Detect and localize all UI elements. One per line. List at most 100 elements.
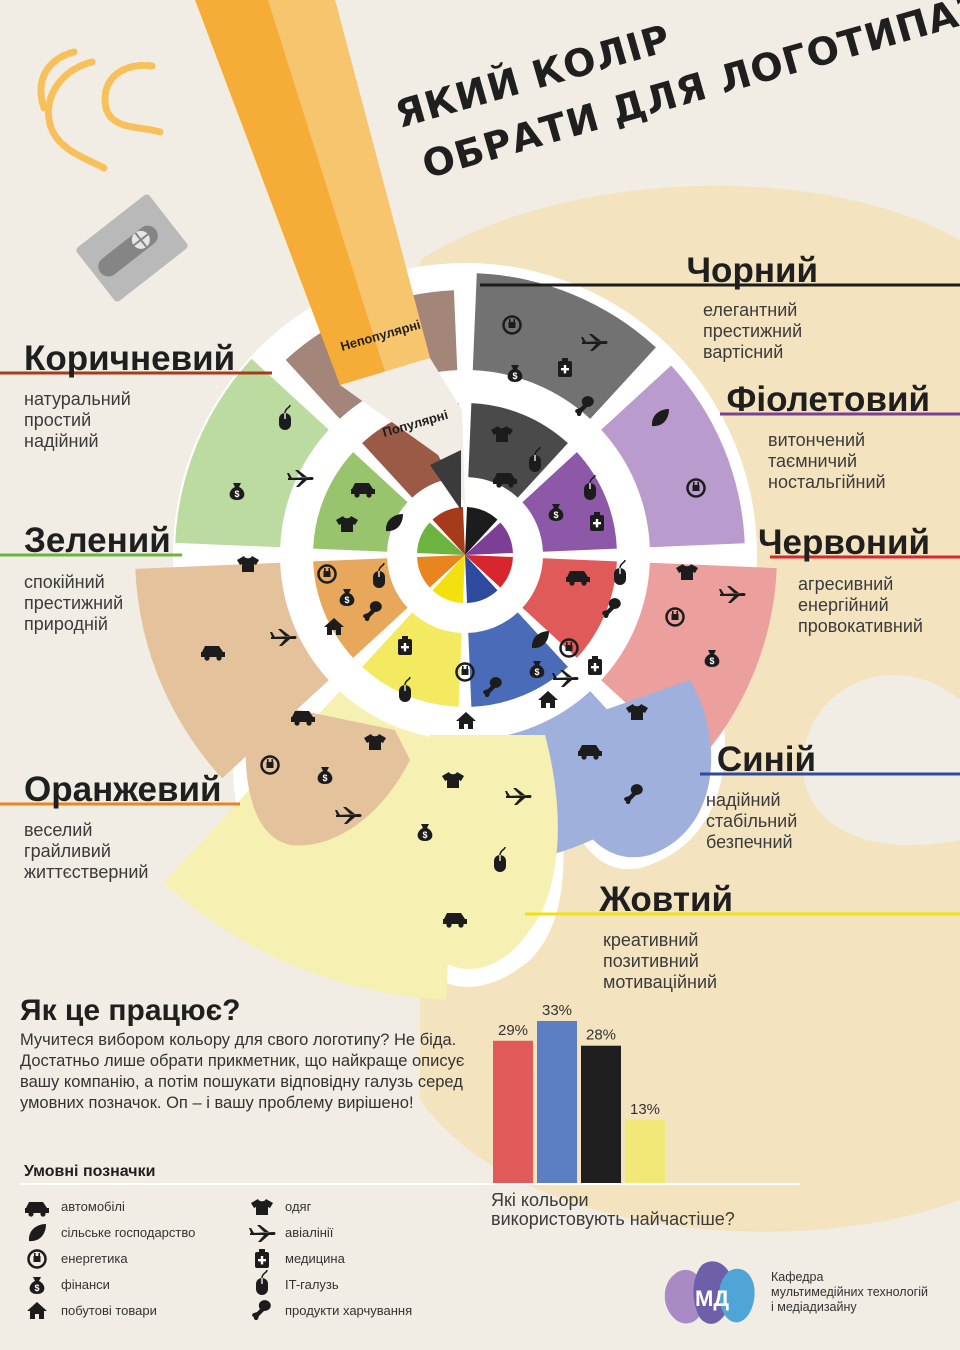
slice-blue-inner bbox=[465, 555, 498, 603]
car-icon bbox=[25, 1202, 49, 1217]
slice-red-middle bbox=[522, 558, 617, 658]
legend-item: одяг bbox=[251, 1199, 312, 1215]
legend-label: продукти харчування bbox=[285, 1303, 412, 1318]
slice-blue-drip bbox=[548, 680, 712, 858]
how-text-line: Мучитеся вибором кольору для свого логот… bbox=[20, 1031, 456, 1049]
wheel-slice-black bbox=[465, 273, 656, 555]
chart-value-label: 13% bbox=[630, 1101, 660, 1118]
color-name-brown: Коричневий bbox=[24, 339, 235, 378]
chart-bar-2 bbox=[581, 1045, 621, 1184]
color-name-blue: Синій bbox=[717, 740, 816, 779]
chart-value-label: 33% bbox=[542, 1002, 572, 1019]
legend-item: побутові товари bbox=[27, 1302, 157, 1319]
how-heading: Як це працює? bbox=[20, 994, 240, 1027]
how-it-works: Як це працює? Мучитеся вибором кольору дл… bbox=[20, 994, 464, 1112]
color-adjective-blue: стабільний bbox=[706, 811, 797, 831]
legend-heading: Умовні позначки bbox=[24, 1163, 155, 1180]
how-text-line: вашу компанію, а потім пошукати відповід… bbox=[20, 1073, 463, 1091]
leaf-icon bbox=[28, 1224, 46, 1242]
color-adjective-blue: надійний bbox=[706, 790, 781, 810]
chart-bar-1 bbox=[537, 1021, 577, 1184]
footer-text: Кафедра bbox=[771, 1270, 823, 1284]
slice-orange-inner bbox=[417, 555, 465, 588]
chart-bar-0 bbox=[493, 1040, 533, 1184]
color-name-yellow: Жовтий bbox=[598, 880, 733, 919]
how-text-line: Достатньо лише обрати прикметник, що най… bbox=[20, 1052, 464, 1070]
legend-item: продукти харчування bbox=[252, 1300, 412, 1321]
color-adjective-red: енергійний bbox=[798, 595, 889, 615]
color-label-red: Червоний агресивнийенергійнийпровокативни… bbox=[758, 523, 960, 636]
chart-caption: Які кольори bbox=[491, 1190, 589, 1210]
color-adjective-orange: веселий bbox=[24, 820, 92, 840]
legend-item: авіалінії bbox=[249, 1225, 334, 1242]
color-name-purple: Фіолетовий bbox=[727, 380, 931, 419]
slice-black-middle bbox=[468, 403, 568, 498]
palette-thumb-hole bbox=[802, 674, 960, 846]
color-adjective-green: спокійний bbox=[24, 572, 105, 592]
color-adjective-yellow: позитивний bbox=[603, 951, 699, 971]
slice-yellow-inner bbox=[432, 555, 465, 603]
legend-item: медицина bbox=[255, 1249, 346, 1268]
mouse-icon bbox=[255, 1269, 269, 1296]
color-adjective-purple: ностальгійний bbox=[768, 472, 886, 492]
color-adjective-brown: простий bbox=[24, 410, 91, 430]
moneybag-icon bbox=[29, 1277, 45, 1294]
color-adjective-brown: надійний bbox=[24, 431, 99, 451]
legend-label: одяг bbox=[285, 1199, 312, 1214]
legend-label: автомобілі bbox=[61, 1199, 125, 1214]
legend-label: побутові товари bbox=[61, 1303, 157, 1318]
chart-caption: використовують найчастіше? bbox=[491, 1209, 735, 1229]
slice-green-inner bbox=[417, 522, 465, 555]
medicine-icon bbox=[255, 1249, 269, 1268]
color-name-orange: Оранжевий bbox=[24, 770, 222, 809]
color-adjective-orange: грайливий bbox=[24, 841, 111, 861]
tshirt-icon bbox=[251, 1199, 273, 1215]
color-adjective-black: вартісний bbox=[703, 342, 783, 362]
legend: Умовні позначки автомобілі сільське господ… bbox=[24, 1163, 412, 1321]
department-logo: МД bbox=[664, 1261, 755, 1324]
color-name-red: Червоний bbox=[758, 523, 930, 562]
color-adjective-purple: таємничий bbox=[768, 451, 857, 471]
slice-purple-inner bbox=[465, 522, 513, 555]
color-name-black: Чорний bbox=[686, 251, 818, 290]
legend-label: авіалінії bbox=[285, 1225, 334, 1240]
legend-label: IT-галузь bbox=[285, 1277, 339, 1292]
sharpener-icon bbox=[76, 194, 188, 302]
slice-black-inner bbox=[465, 507, 498, 555]
chart-value-label: 28% bbox=[586, 1027, 616, 1044]
plug-icon bbox=[27, 1249, 47, 1269]
pencil-tip bbox=[340, 358, 465, 505]
color-name-green: Зелений bbox=[24, 521, 171, 560]
color-adjective-yellow: креативний bbox=[603, 930, 698, 950]
slice-green-middle bbox=[313, 452, 408, 552]
footer-text: і медіадизайну bbox=[771, 1300, 857, 1314]
color-adjective-purple: витончений bbox=[768, 430, 865, 450]
color-adjective-blue: безпечний bbox=[706, 832, 793, 852]
color-adjective-red: провокативний bbox=[798, 616, 923, 636]
legend-item: сільське господарство bbox=[28, 1224, 195, 1242]
slice-black-outer bbox=[472, 273, 656, 419]
legend-label: енергетика bbox=[61, 1251, 128, 1266]
color-adjective-green: престижний bbox=[24, 593, 123, 613]
chart-value-label: 29% bbox=[498, 1022, 528, 1039]
slice-red-inner bbox=[465, 555, 513, 588]
legend-item: фінанси bbox=[29, 1277, 110, 1294]
plane-icon bbox=[249, 1225, 276, 1242]
color-adjective-orange: життєстверний bbox=[24, 862, 148, 882]
how-text-line: умовних позначок. Оп – і вашу проблему в… bbox=[20, 1094, 414, 1112]
logo-lettering: МД bbox=[695, 1286, 729, 1311]
legend-item: автомобілі bbox=[25, 1199, 125, 1217]
legend-label: медицина bbox=[285, 1251, 346, 1266]
color-adjective-green: природній bbox=[24, 614, 108, 634]
drumstick-icon bbox=[252, 1300, 271, 1321]
slice-brown-inner bbox=[432, 507, 465, 555]
color-adjective-yellow: мотиваційний bbox=[603, 972, 717, 992]
slice-purple-outer bbox=[601, 365, 745, 548]
legend-label: фінанси bbox=[61, 1277, 110, 1292]
